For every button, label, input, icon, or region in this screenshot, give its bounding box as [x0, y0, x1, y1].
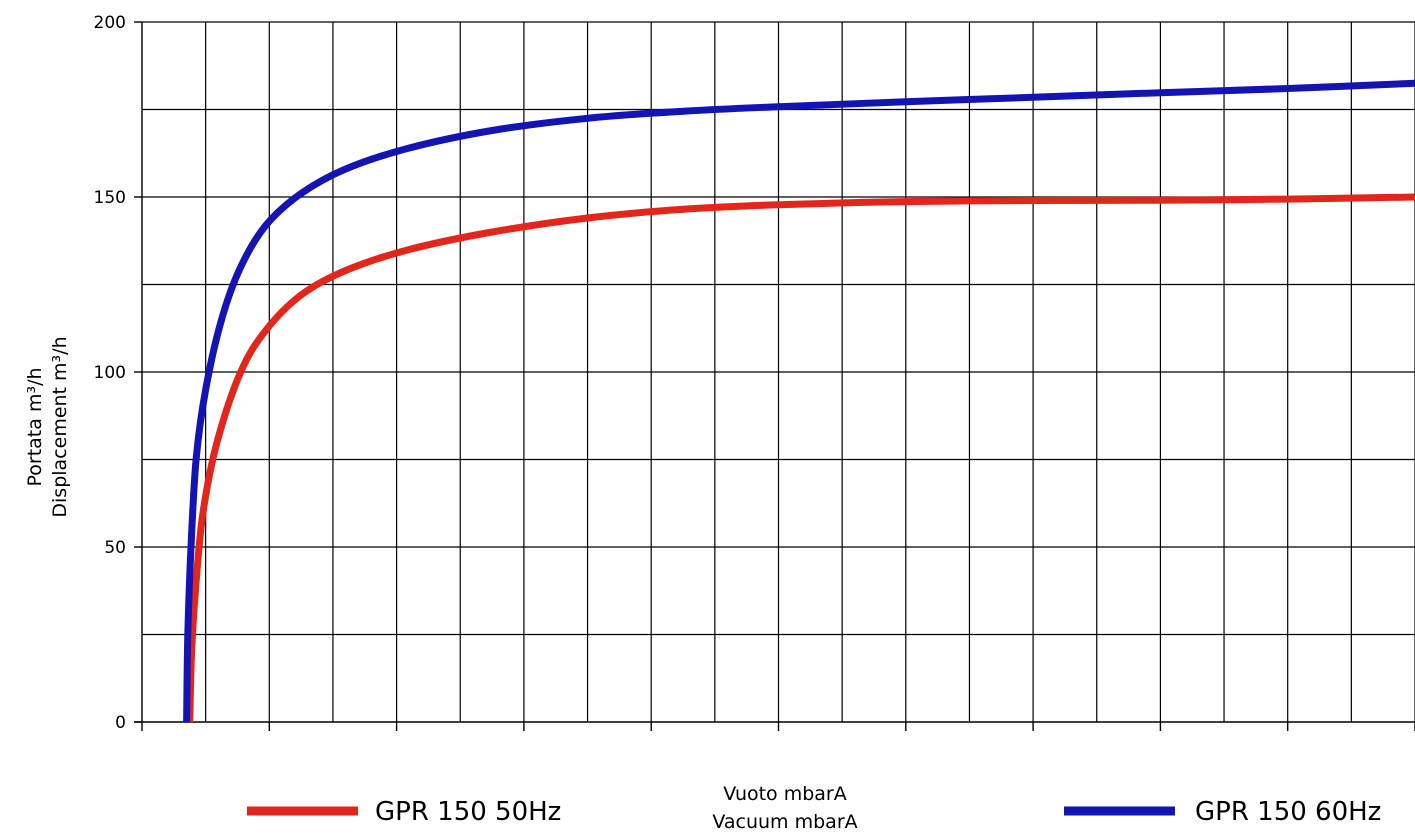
y-axis-title-line-2: Displacement m³/h — [49, 336, 71, 517]
series-lines — [183, 79, 1415, 723]
legend: GPR 150 50Hz GPR 150 60Hz — [247, 797, 1381, 827]
y-tick-label-0: 0 — [115, 713, 126, 733]
axes: 0 50 100 150 200 — [94, 13, 1415, 733]
x-axis-title-line-1: Vuoto mbarA — [723, 783, 847, 805]
y-tick-label-100: 100 — [94, 363, 126, 383]
series-line-50hz — [186, 193, 1415, 723]
series-line-60hz — [183, 79, 1415, 723]
grid — [142, 21, 1415, 722]
y-tick-label-200: 200 — [94, 13, 126, 33]
y-axis-title: Portata m³/h Displacement m³/h — [24, 336, 71, 517]
x-axis-title-line-2: Vacuum mbarA — [712, 811, 857, 833]
legend-label-60hz: GPR 150 60Hz — [1195, 797, 1381, 827]
x-axis-title: Vuoto mbarA Vacuum mbarA — [712, 783, 857, 833]
legend-label-50hz: GPR 150 50Hz — [375, 797, 561, 827]
y-axis-title-line-1: Portata m³/h — [24, 367, 46, 486]
y-tick-label-50: 50 — [104, 538, 126, 558]
y-tick-label-150: 150 — [94, 188, 126, 208]
